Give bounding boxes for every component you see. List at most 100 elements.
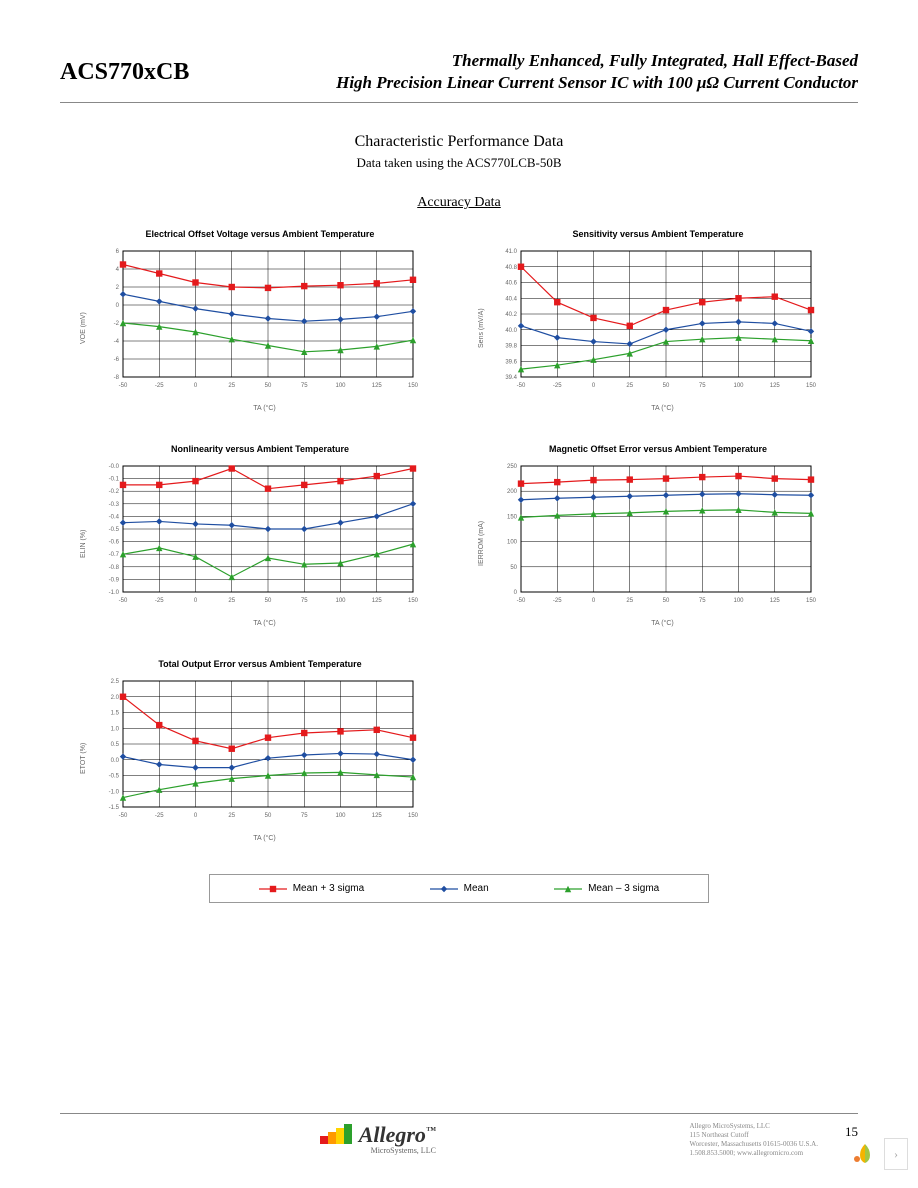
svg-text:75: 75 (699, 598, 706, 604)
svg-text:50: 50 (265, 813, 272, 819)
document-title: Thermally Enhanced, Fully Integrated, Ha… (240, 50, 858, 94)
svg-text:-2: -2 (114, 321, 120, 327)
svg-text:75: 75 (301, 813, 308, 819)
accuracy-header: Accuracy Data (60, 195, 858, 211)
chart-title: Total Output Error versus Ambient Temper… (80, 659, 440, 669)
svg-text:2: 2 (116, 285, 120, 291)
svg-text:39.8: 39.8 (505, 344, 517, 350)
legend-label: Mean – 3 sigma (588, 883, 659, 894)
svg-text:-25: -25 (155, 598, 164, 604)
svg-text:40.2: 40.2 (505, 312, 517, 318)
page-footer: Allegro™ MicroSystems, LLC Allegro Micro… (60, 1113, 858, 1158)
legend: Mean + 3 sigma Mean Mean – 3 sigma (209, 874, 709, 903)
svg-text:25: 25 (626, 598, 633, 604)
company-address: Allegro MicroSystems, LLC 115 Northeast … (690, 1122, 818, 1158)
y-axis-label: ELIN (%) (80, 460, 87, 627)
svg-text:-0.6: -0.6 (109, 540, 120, 546)
chart-cell-magnetic: Magnetic Offset Error versus Ambient Tem… (478, 444, 838, 627)
svg-text:100: 100 (335, 383, 346, 389)
svg-text:1.5: 1.5 (111, 711, 120, 717)
svg-text:25: 25 (228, 598, 235, 604)
svg-text:-50: -50 (119, 598, 128, 604)
svg-text:-25: -25 (155, 813, 164, 819)
svg-text:125: 125 (372, 813, 383, 819)
svg-text:-0.3: -0.3 (109, 502, 120, 508)
svg-text:150: 150 (806, 383, 817, 389)
svg-text:-0.5: -0.5 (109, 527, 120, 533)
chart-magnetic: 050100150200250-50-250255075100125150 (487, 460, 817, 610)
svg-text:75: 75 (699, 383, 706, 389)
svg-text:-1.5: -1.5 (109, 805, 120, 811)
chart-title: Sensitivity versus Ambient Temperature (478, 229, 838, 239)
document-header: ACS770xCB Thermally Enhanced, Fully Inte… (60, 50, 858, 103)
svg-text:0.0: 0.0 (111, 758, 120, 764)
svg-text:0: 0 (514, 590, 518, 596)
svg-text:150: 150 (507, 515, 518, 521)
legend-swatch (554, 884, 582, 894)
svg-text:-4: -4 (114, 339, 120, 345)
svg-text:2.5: 2.5 (111, 679, 120, 685)
svg-text:40.4: 40.4 (505, 296, 517, 302)
svg-text:100: 100 (733, 383, 744, 389)
svg-text:40.0: 40.0 (505, 328, 517, 334)
svg-text:2.0: 2.0 (111, 695, 120, 701)
svg-text:150: 150 (806, 598, 817, 604)
svg-text:100: 100 (733, 598, 744, 604)
x-axis-label: TA (°C) (89, 405, 440, 412)
y-axis-label: VOE (mV) (80, 245, 87, 412)
svg-text:-0.9: -0.9 (109, 578, 120, 584)
x-axis-label: TA (°C) (487, 405, 838, 412)
svg-text:-50: -50 (119, 383, 128, 389)
svg-text:25: 25 (228, 813, 235, 819)
chart-cell-sensitivity: Sensitivity versus Ambient Temperature S… (478, 229, 838, 412)
section-subtitle: Data taken using the ACS770LCB-50B (60, 155, 858, 171)
svg-text:-0.5: -0.5 (109, 774, 120, 780)
svg-text:100: 100 (335, 598, 346, 604)
y-axis-label: IERROM (mA) (478, 460, 485, 627)
svg-text:0: 0 (592, 598, 596, 604)
svg-text:41.0: 41.0 (505, 249, 517, 255)
svg-text:50: 50 (265, 598, 272, 604)
x-axis-label: TA (°C) (89, 620, 440, 627)
svg-text:0: 0 (194, 813, 198, 819)
legend-item: Mean + 3 sigma (259, 883, 364, 894)
svg-text:125: 125 (372, 383, 383, 389)
viewer-corner-widget: › (852, 1138, 908, 1170)
svg-text:150: 150 (408, 383, 419, 389)
chart-offset: -8-6-4-20246-50-250255075100125150 (89, 245, 419, 395)
svg-text:100: 100 (335, 813, 346, 819)
svg-text:6: 6 (116, 249, 120, 255)
svg-text:-50: -50 (119, 813, 128, 819)
viewer-logo-icon (852, 1141, 878, 1167)
svg-text:1.0: 1.0 (111, 726, 120, 732)
svg-text:39.4: 39.4 (505, 375, 517, 381)
svg-text:25: 25 (228, 383, 235, 389)
svg-text:-50: -50 (517, 598, 526, 604)
svg-text:150: 150 (408, 598, 419, 604)
svg-text:0: 0 (194, 598, 198, 604)
charts-grid: Electrical Offset Voltage versus Ambient… (60, 229, 858, 842)
svg-text:-6: -6 (114, 357, 120, 363)
svg-text:0.5: 0.5 (111, 742, 120, 748)
legend-item: Mean (430, 883, 489, 894)
legend-swatch (430, 884, 458, 894)
svg-text:50: 50 (265, 383, 272, 389)
svg-text:-0.4: -0.4 (109, 515, 120, 521)
svg-text:-8: -8 (114, 375, 120, 381)
chart-nonlinearity: -1.0-0.9-0.8-0.7-0.6-0.5-0.4-0.3-0.2-0.1… (89, 460, 419, 610)
part-number: ACS770xCB (60, 59, 240, 86)
next-page-button[interactable]: › (884, 1138, 908, 1170)
svg-text:-0.8: -0.8 (109, 565, 120, 571)
svg-text:0: 0 (194, 383, 198, 389)
chart-title: Electrical Offset Voltage versus Ambient… (80, 229, 440, 239)
chart-total: -1.5 -1.0 -0.5 0.0 0.5 1.0 1.5 2.0 2.5 -50 -25 0 25 5… (89, 675, 419, 825)
svg-text:150: 150 (408, 813, 419, 819)
svg-text:200: 200 (507, 489, 518, 495)
chart-sensitivity: 39.439.639.840.040.240.440.640.841.0-50-… (487, 245, 817, 395)
svg-text:4: 4 (116, 267, 120, 273)
x-axis-label: TA (°C) (487, 620, 838, 627)
svg-text:-1.0: -1.0 (109, 789, 120, 795)
svg-text:-0.1: -0.1 (109, 477, 120, 483)
svg-text:-1.0: -1.0 (109, 590, 120, 596)
svg-text:-25: -25 (553, 598, 562, 604)
